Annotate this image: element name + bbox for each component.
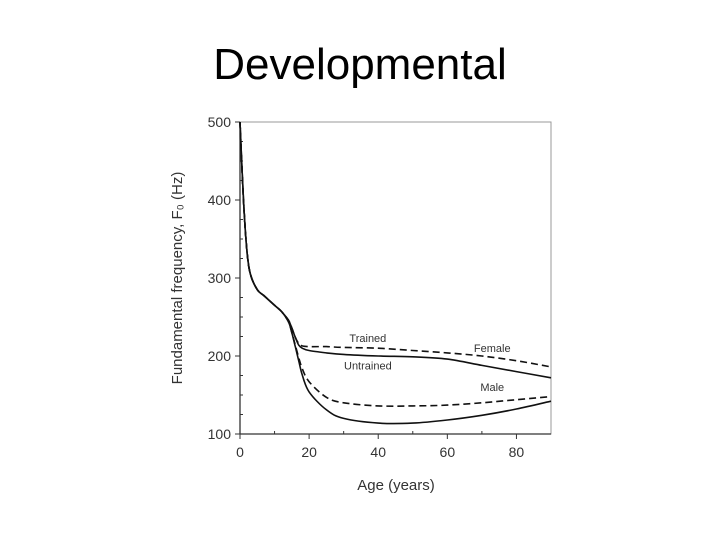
curve-annotations: Trained Female Untrained Male (344, 333, 511, 394)
slide-title: Developmental (213, 40, 507, 89)
series-line-untrained-female (239, 121, 552, 379)
series-line-trained-female (239, 121, 552, 368)
x-tick-label: 0 (236, 444, 244, 460)
y-axis-title: Fundamental frequency, F₀ (Hz) (169, 172, 186, 385)
series-lines (239, 121, 552, 425)
curve-annotation: Male (480, 382, 504, 394)
curve-annotation: Untrained (344, 360, 392, 372)
y-tick-label: 200 (208, 348, 232, 364)
x-tick-label: 40 (370, 444, 386, 460)
tick-labels: 100 200 300 400 500 0 20 40 60 80 (208, 114, 525, 460)
series-line-trained-male (239, 121, 552, 407)
y-tick-label: 500 (208, 114, 232, 130)
x-tick-label: 60 (440, 444, 456, 460)
plot-frame (239, 121, 552, 435)
x-axis-title: Age (years) (357, 477, 435, 494)
y-tick-label: 300 (208, 270, 232, 286)
series-line-untrained-male (239, 121, 552, 425)
curve-annotation: Trained (349, 333, 386, 345)
x-tick-label: 80 (509, 444, 525, 460)
curve-annotation: Female (474, 343, 511, 355)
y-tick-label: 400 (208, 192, 232, 208)
x-tick-label: 20 (301, 444, 317, 460)
axis-ticks (235, 121, 517, 439)
y-tick-label: 100 (208, 426, 232, 442)
